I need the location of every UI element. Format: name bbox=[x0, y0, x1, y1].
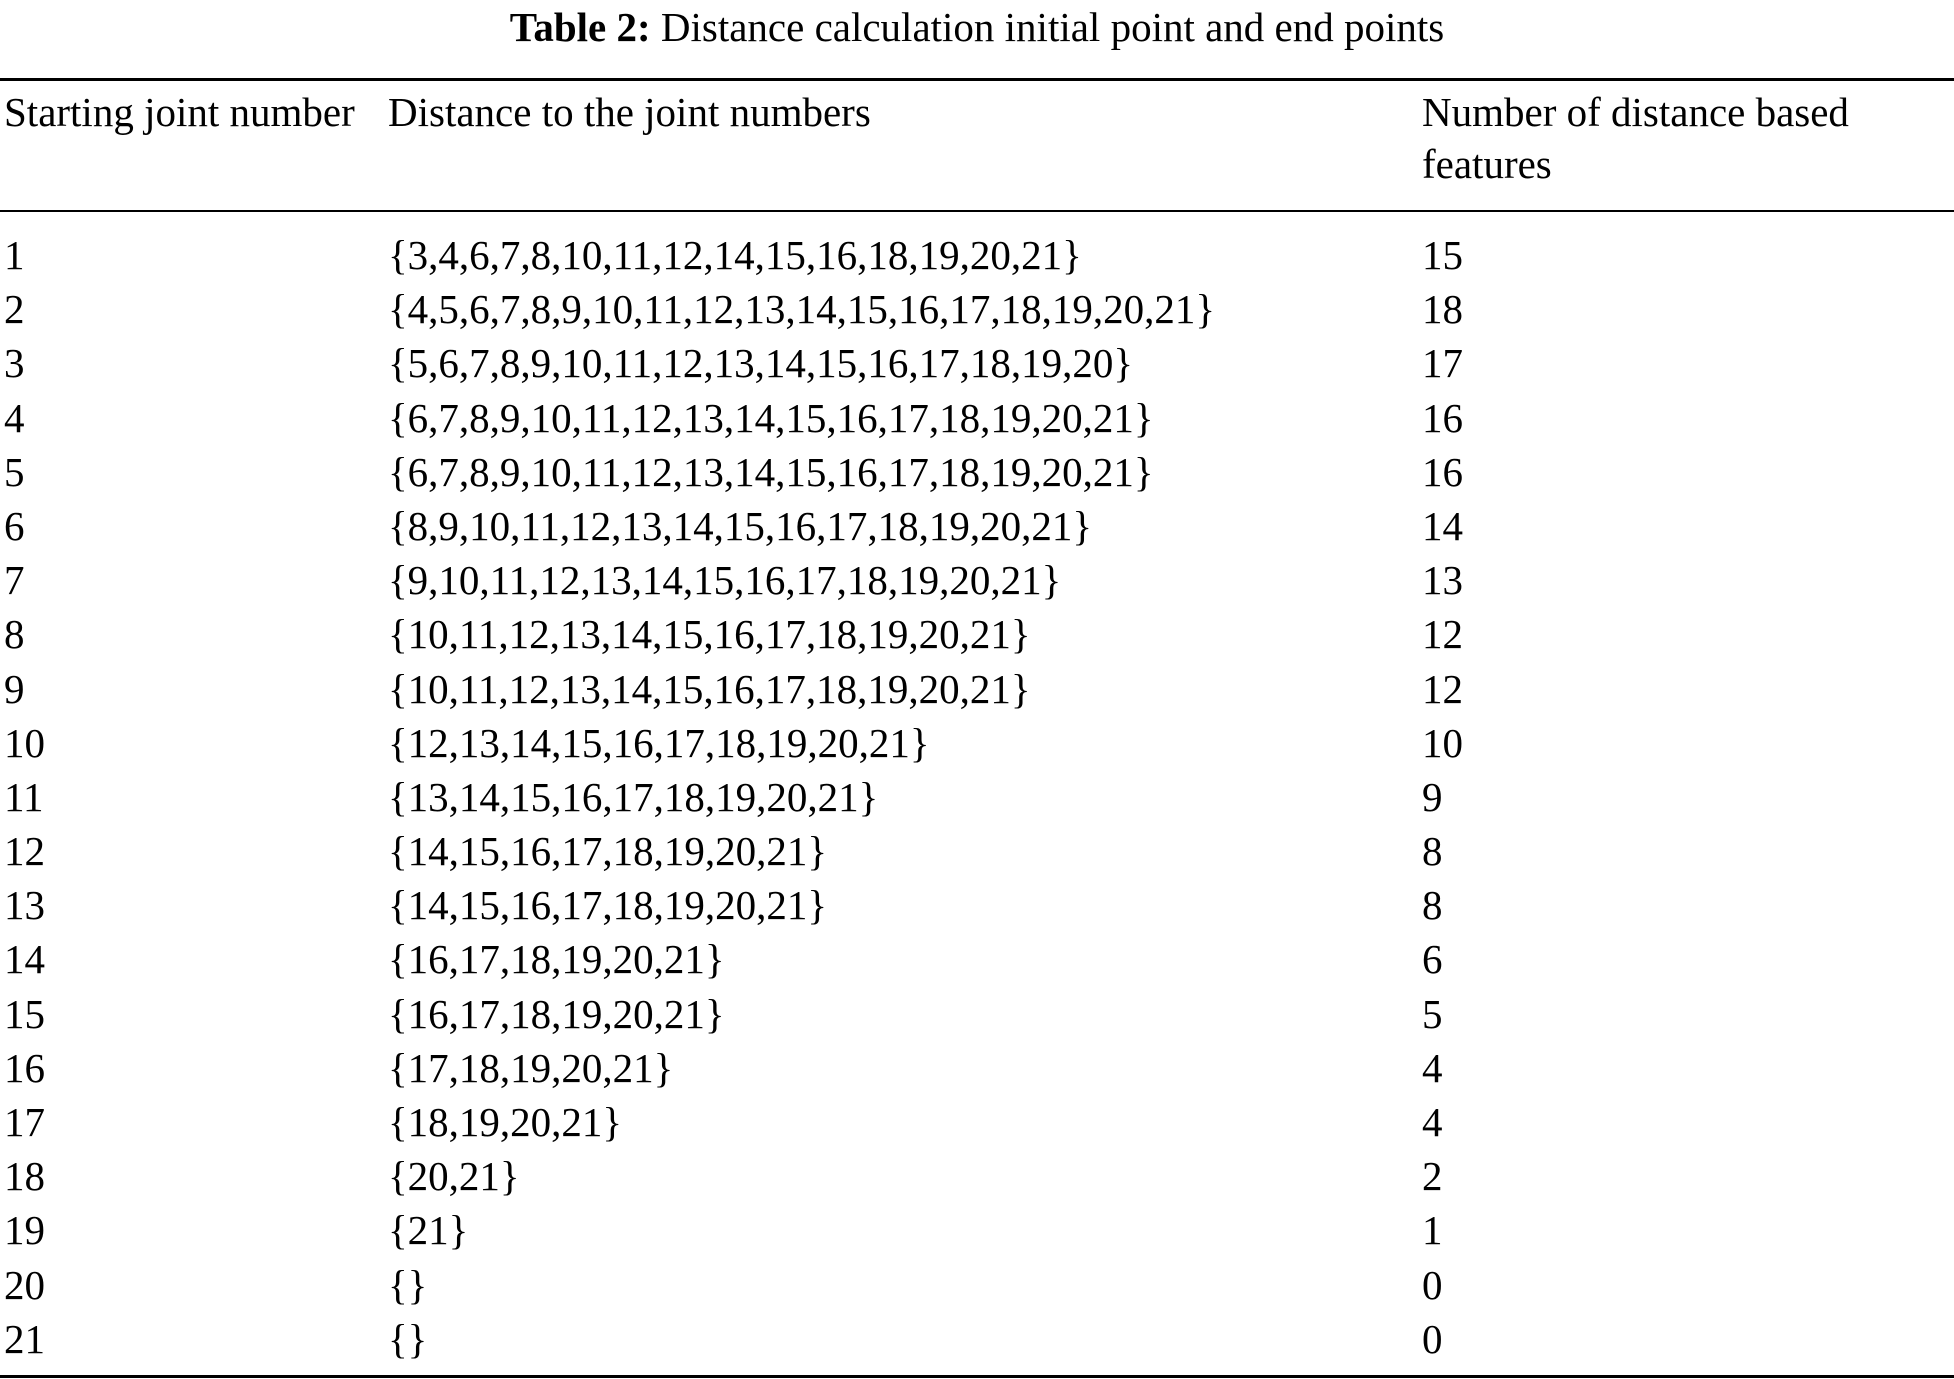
cell-feature-count: 13 bbox=[1422, 557, 1463, 604]
table-row: 19 {21} 1 bbox=[0, 1203, 1954, 1257]
cell-feature-count: 16 bbox=[1422, 448, 1463, 495]
cell-starting-joint: 14 bbox=[4, 936, 45, 983]
cell-target-joints: {} bbox=[388, 1261, 428, 1308]
cell-feature-count: 8 bbox=[1422, 882, 1443, 929]
table-row: 11 {13,14,15,16,17,18,19,20,21} 9 bbox=[0, 770, 1954, 824]
cell-target-joints: {17,18,19,20,21} bbox=[388, 1044, 674, 1091]
cell-feature-count: 16 bbox=[1422, 394, 1463, 441]
cell-feature-count: 9 bbox=[1422, 773, 1443, 820]
cell-feature-count: 18 bbox=[1422, 286, 1463, 333]
cell-feature-count: 6 bbox=[1422, 936, 1443, 983]
header-distance-to-joint-numbers: Distance to the joint numbers bbox=[388, 89, 871, 135]
table-row: 16 {17,18,19,20,21} 4 bbox=[0, 1041, 1954, 1095]
cell-target-joints: {3,4,6,7,8,10,11,12,14,15,16,18,19,20,21… bbox=[388, 232, 1082, 278]
cell-feature-count: 12 bbox=[1422, 611, 1463, 658]
table-row: 15 {16,17,18,19,20,21} 5 bbox=[0, 987, 1954, 1041]
cell-starting-joint: 9 bbox=[4, 665, 25, 712]
cell-target-joints: {21} bbox=[388, 1207, 469, 1254]
cell-starting-joint: 16 bbox=[4, 1044, 45, 1091]
table-row: 8 {10,11,12,13,14,15,16,17,18,19,20,21} 12 bbox=[0, 607, 1954, 661]
table-bottom-rule bbox=[0, 1375, 1954, 1378]
table-caption: Table 2: Distance calculation initial po… bbox=[0, 2, 1954, 52]
cell-starting-joint: 3 bbox=[4, 340, 25, 387]
cell-starting-joint: 19 bbox=[4, 1207, 45, 1254]
cell-target-joints: {6,7,8,9,10,11,12,13,14,15,16,17,18,19,2… bbox=[388, 448, 1154, 495]
cell-starting-joint: 13 bbox=[4, 882, 45, 929]
cell-feature-count: 4 bbox=[1422, 1044, 1443, 1091]
cell-target-joints: {20,21} bbox=[388, 1153, 520, 1200]
table-row: 20 {} 0 bbox=[0, 1258, 1954, 1312]
cell-starting-joint: 15 bbox=[4, 990, 45, 1037]
cell-feature-count: 17 bbox=[1422, 340, 1463, 387]
table-row: 6 {8,9,10,11,12,13,14,15,16,17,18,19,20,2… bbox=[0, 499, 1954, 553]
cell-starting-joint: 8 bbox=[4, 611, 25, 658]
cell-feature-count: 12 bbox=[1422, 665, 1463, 712]
cell-starting-joint: 17 bbox=[4, 1099, 45, 1145]
cell-target-joints: {5,6,7,8,9,10,11,12,13,14,15,16,17,18,19… bbox=[388, 340, 1134, 387]
cell-starting-joint: 4 bbox=[4, 394, 25, 441]
cell-starting-joint: 1 bbox=[4, 232, 25, 278]
cell-feature-count: 14 bbox=[1422, 502, 1463, 549]
table-caption-label: Table 2: bbox=[509, 4, 651, 50]
cell-starting-joint: 7 bbox=[4, 557, 25, 604]
table-header: Starting joint number Distance to the jo… bbox=[0, 86, 1954, 196]
cell-feature-count: 15 bbox=[1422, 232, 1463, 278]
cell-feature-count: 2 bbox=[1422, 1153, 1443, 1200]
table-row: 17 {18,19,20,21} 4 bbox=[0, 1095, 1954, 1149]
table-row: 12 {14,15,16,17,18,19,20,21} 8 bbox=[0, 824, 1954, 878]
table-row: 2 {4,5,6,7,8,9,10,11,12,13,14,15,16,17,18… bbox=[0, 282, 1954, 336]
table-body: 1 {3,4,6,7,8,10,11,12,14,15,16,18,19,20,2… bbox=[0, 228, 1954, 1366]
cell-starting-joint: 21 bbox=[4, 1315, 45, 1362]
table-top-rule bbox=[0, 78, 1954, 81]
header-starting-joint-number: Starting joint number bbox=[4, 89, 355, 135]
table-row: 18 {20,21} 2 bbox=[0, 1149, 1954, 1203]
table-row: 4 {6,7,8,9,10,11,12,13,14,15,16,17,18,19,… bbox=[0, 391, 1954, 445]
cell-starting-joint: 18 bbox=[4, 1153, 45, 1200]
cell-target-joints: {} bbox=[388, 1315, 428, 1362]
cell-target-joints: {18,19,20,21} bbox=[388, 1099, 623, 1145]
cell-starting-joint: 20 bbox=[4, 1261, 45, 1308]
cell-target-joints: {14,15,16,17,18,19,20,21} bbox=[388, 882, 828, 929]
cell-feature-count: 5 bbox=[1422, 990, 1443, 1037]
cell-feature-count: 10 bbox=[1422, 719, 1463, 766]
table-row: 21 {} 0 bbox=[0, 1312, 1954, 1366]
cell-starting-joint: 2 bbox=[4, 286, 25, 333]
cell-target-joints: {6,7,8,9,10,11,12,13,14,15,16,17,18,19,2… bbox=[388, 394, 1154, 441]
cell-target-joints: {10,11,12,13,14,15,16,17,18,19,20,21} bbox=[388, 611, 1031, 658]
cell-feature-count: 0 bbox=[1422, 1315, 1443, 1362]
table-row: 10 {12,13,14,15,16,17,18,19,20,21} 10 bbox=[0, 716, 1954, 770]
cell-feature-count: 0 bbox=[1422, 1261, 1443, 1308]
cell-target-joints: {14,15,16,17,18,19,20,21} bbox=[388, 828, 828, 875]
table-row: 13 {14,15,16,17,18,19,20,21} 8 bbox=[0, 878, 1954, 932]
header-number-of-features: Number of distance based features bbox=[1422, 89, 1849, 187]
cell-feature-count: 1 bbox=[1422, 1207, 1443, 1254]
table-row: 1 {3,4,6,7,8,10,11,12,14,15,16,18,19,20,2… bbox=[0, 228, 1954, 282]
table-row: 5 {6,7,8,9,10,11,12,13,14,15,16,17,18,19,… bbox=[0, 445, 1954, 499]
cell-target-joints: {12,13,14,15,16,17,18,19,20,21} bbox=[388, 719, 930, 766]
cell-starting-joint: 6 bbox=[4, 502, 25, 549]
cell-starting-joint: 5 bbox=[4, 448, 25, 495]
cell-target-joints: {9,10,11,12,13,14,15,16,17,18,19,20,21} bbox=[388, 557, 1062, 604]
cell-feature-count: 4 bbox=[1422, 1099, 1443, 1145]
cell-feature-count: 8 bbox=[1422, 828, 1443, 875]
cell-target-joints: {4,5,6,7,8,9,10,11,12,13,14,15,16,17,18,… bbox=[388, 286, 1216, 333]
cell-starting-joint: 11 bbox=[4, 773, 44, 820]
cell-target-joints: {16,17,18,19,20,21} bbox=[388, 990, 725, 1037]
cell-target-joints: {13,14,15,16,17,18,19,20,21} bbox=[388, 773, 879, 820]
cell-target-joints: {8,9,10,11,12,13,14,15,16,17,18,19,20,21… bbox=[388, 502, 1093, 549]
table-row: 14 {16,17,18,19,20,21} 6 bbox=[0, 932, 1954, 986]
table-row: 9 {10,11,12,13,14,15,16,17,18,19,20,21} 12 bbox=[0, 662, 1954, 716]
cell-starting-joint: 12 bbox=[4, 828, 45, 875]
table-row: 7 {9,10,11,12,13,14,15,16,17,18,19,20,21}… bbox=[0, 553, 1954, 607]
table-caption-text: Distance calculation initial point and e… bbox=[660, 4, 1445, 50]
table-row: 3 {5,6,7,8,9,10,11,12,13,14,15,16,17,18,1… bbox=[0, 336, 1954, 390]
cell-target-joints: {10,11,12,13,14,15,16,17,18,19,20,21} bbox=[388, 665, 1031, 712]
table-header-rule bbox=[0, 210, 1954, 212]
cell-starting-joint: 10 bbox=[4, 719, 45, 766]
cell-target-joints: {16,17,18,19,20,21} bbox=[388, 936, 725, 983]
